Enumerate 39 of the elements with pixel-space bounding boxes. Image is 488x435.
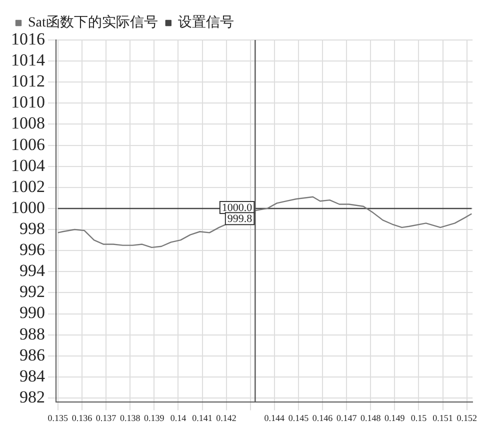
y-tick-label: 1014	[11, 50, 46, 70]
y-tick-label: 1016	[11, 29, 45, 48]
x-tick-label: 0.146	[312, 412, 334, 423]
x-tick-label: 0.139	[144, 412, 165, 423]
y-tick-label: 994	[20, 261, 46, 280]
annotation: 1000.0	[222, 202, 253, 214]
y-tick-label: 1012	[11, 72, 45, 91]
y-tick-label: 986	[20, 345, 45, 364]
legend-label: 设置信号	[178, 14, 234, 31]
x-tick-label: 0.152	[456, 412, 477, 423]
x-tick-label: 0.144	[264, 412, 286, 423]
y-tick-label: 992	[20, 282, 45, 302]
x-tick-label: 0.151	[432, 412, 453, 423]
y-tick-label: 1004	[11, 156, 46, 175]
x-tick-label: 0.145	[288, 412, 310, 423]
y-tick-label: 1010	[11, 92, 45, 112]
x-tick-label: 0.142	[216, 412, 236, 423]
y-tick-label: 996	[20, 240, 45, 260]
y-tick-label: 984	[20, 366, 46, 386]
annotation: 999.8	[227, 212, 253, 225]
y-tick-label: 1000	[11, 198, 45, 217]
x-tick-label: 0.136	[72, 412, 93, 423]
y-tick-label: 1002	[11, 176, 45, 196]
x-tick-label: 0.141	[192, 412, 212, 423]
x-tick-label: 0.138	[120, 412, 141, 423]
x-tick-label: 0.15	[410, 412, 428, 423]
x-tick-label: 0.14	[170, 412, 187, 423]
y-tick-label: 998	[20, 218, 45, 238]
x-tick-label: 0.147	[336, 412, 358, 423]
x-tick-label: 0.148	[360, 412, 382, 423]
y-tick-label: 1008	[11, 114, 45, 133]
legend-label: Sat函数下的实际信号	[28, 14, 158, 31]
x-tick-label: 0.149	[384, 412, 406, 423]
y-tick-label: 1006	[11, 134, 45, 154]
y-tick-label: 982	[20, 387, 45, 406]
y-tick-label: 990	[20, 303, 45, 322]
y-tick-label: 988	[20, 324, 45, 344]
x-tick-label: 0.137	[96, 412, 117, 423]
x-tick-label: 0.135	[48, 412, 69, 423]
